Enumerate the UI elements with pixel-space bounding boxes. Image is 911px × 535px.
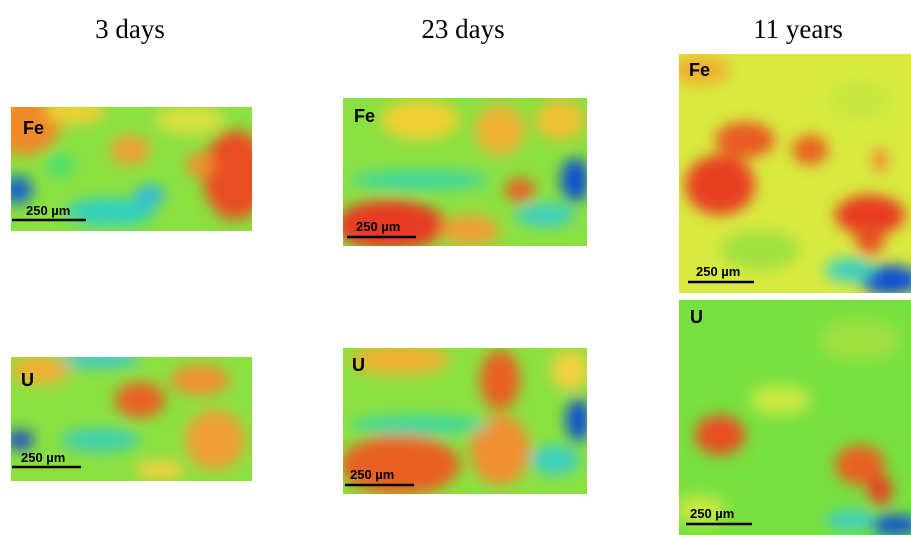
- scale-label: 250 µm: [350, 467, 394, 482]
- heatmap: [679, 300, 911, 535]
- heatmap: [11, 107, 252, 231]
- heatmap: [343, 348, 587, 494]
- column-title: 23 days: [421, 14, 504, 44]
- column-title: 3 days: [95, 14, 165, 44]
- scale-label: 250 µm: [21, 450, 65, 465]
- scale-label: 250 µm: [690, 506, 734, 521]
- element-label: Fe: [354, 106, 375, 126]
- element-label: U: [690, 307, 703, 327]
- element-label: Fe: [23, 118, 44, 138]
- column-title: 11 years: [753, 14, 843, 44]
- scale-label: 250 µm: [26, 203, 70, 218]
- heatmap: [679, 54, 911, 293]
- element-label: U: [352, 355, 365, 375]
- heatmap: [11, 357, 252, 481]
- element-label: U: [21, 370, 34, 390]
- scale-label: 250 µm: [356, 219, 400, 234]
- element-label: Fe: [689, 60, 710, 80]
- heatmap: [343, 98, 587, 246]
- scale-label: 250 µm: [696, 264, 740, 279]
